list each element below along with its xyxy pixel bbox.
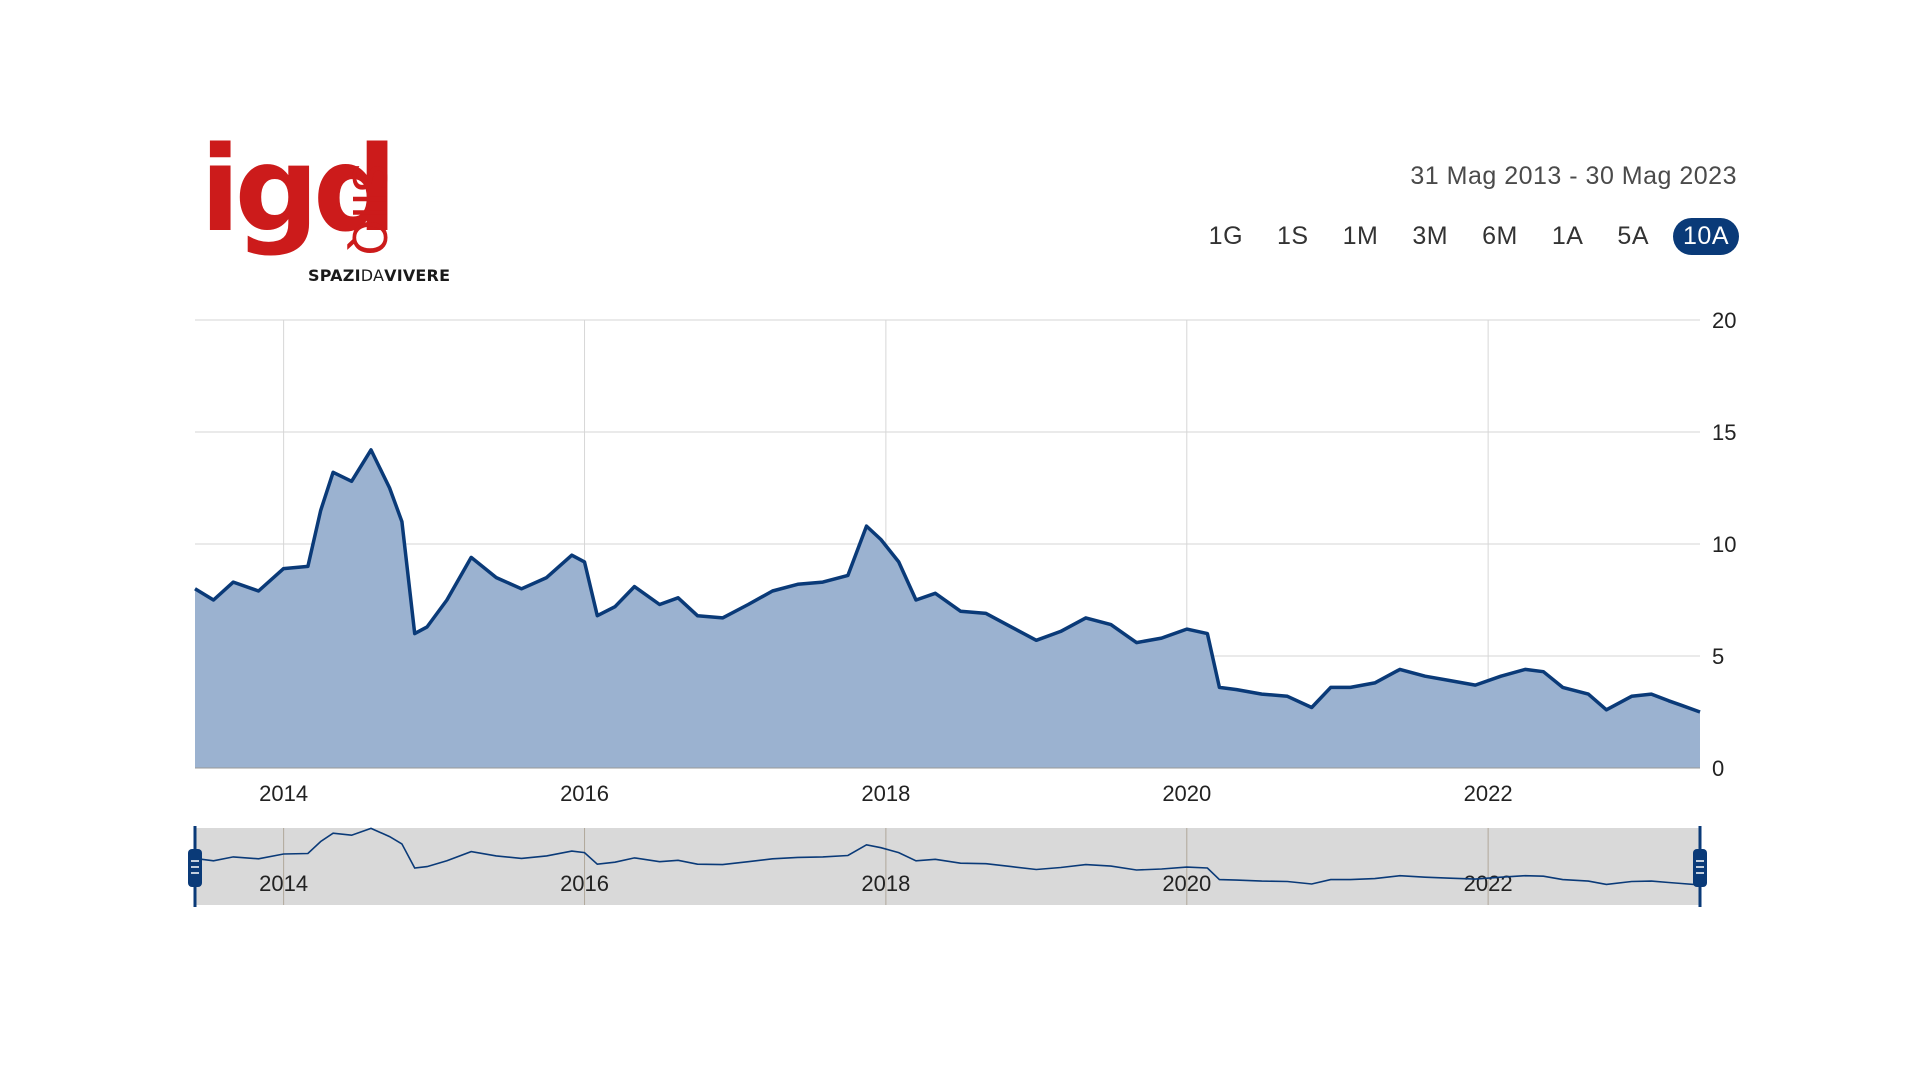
logo-tagline: SPAZIDAVIVERE xyxy=(308,266,450,285)
range-button-1m[interactable]: 1M xyxy=(1342,222,1379,250)
navigator-tick-label: 2016 xyxy=(560,871,609,896)
navigator-tick-label: 2014 xyxy=(259,871,308,896)
logo-tagline-part-2: DA xyxy=(360,266,385,285)
logo-tagline-part-1: SPAZI xyxy=(308,266,361,285)
navigator-handle-right[interactable] xyxy=(1693,849,1707,887)
range-button-1s[interactable]: 1S xyxy=(1277,222,1309,250)
range-button-6m[interactable]: 6M xyxy=(1482,222,1518,250)
navigator-line xyxy=(194,827,1701,886)
logo-wordmark: igd xyxy=(200,120,397,258)
x-tick-label: 2022 xyxy=(1464,781,1513,806)
navigator-tick-label: 2022 xyxy=(1464,871,1513,896)
price-line xyxy=(194,448,1701,714)
range-selector: 1G 1S 1M 3M 6M 1A 5A 10A xyxy=(1199,218,1739,255)
y-tick-label: 0 xyxy=(1712,756,1724,781)
navigator-handle-left[interactable] xyxy=(188,849,202,887)
navigator-tick-label: 2018 xyxy=(861,871,910,896)
x-tick-label: 2014 xyxy=(259,781,308,806)
range-button-1a[interactable]: 1A xyxy=(1551,222,1584,250)
y-tick-label: 10 xyxy=(1712,532,1736,557)
igd-logo: igd SPAZIDAVIVERE xyxy=(200,130,460,290)
date-range-label: 31 Mag 2013 - 30 Mag 2023 xyxy=(1410,162,1737,190)
range-button-3m[interactable]: 3M xyxy=(1412,222,1449,250)
range-button-10a[interactable]: 10A xyxy=(1673,218,1739,255)
x-tick-label: 2016 xyxy=(560,781,609,806)
x-tick-label: 2020 xyxy=(1162,781,1211,806)
navigator-background xyxy=(195,828,1700,905)
logo-tagline-part-3: VIVERE xyxy=(384,266,451,285)
y-tick-label: 5 xyxy=(1712,644,1724,669)
y-tick-label: 15 xyxy=(1712,420,1736,445)
y-tick-label: 20 xyxy=(1712,308,1736,333)
navigator-tick-label: 2020 xyxy=(1162,871,1211,896)
x-tick-label: 2018 xyxy=(861,781,910,806)
range-button-1g[interactable]: 1G xyxy=(1208,222,1244,250)
range-button-5a[interactable]: 5A xyxy=(1617,222,1650,250)
price-area xyxy=(195,449,1700,768)
